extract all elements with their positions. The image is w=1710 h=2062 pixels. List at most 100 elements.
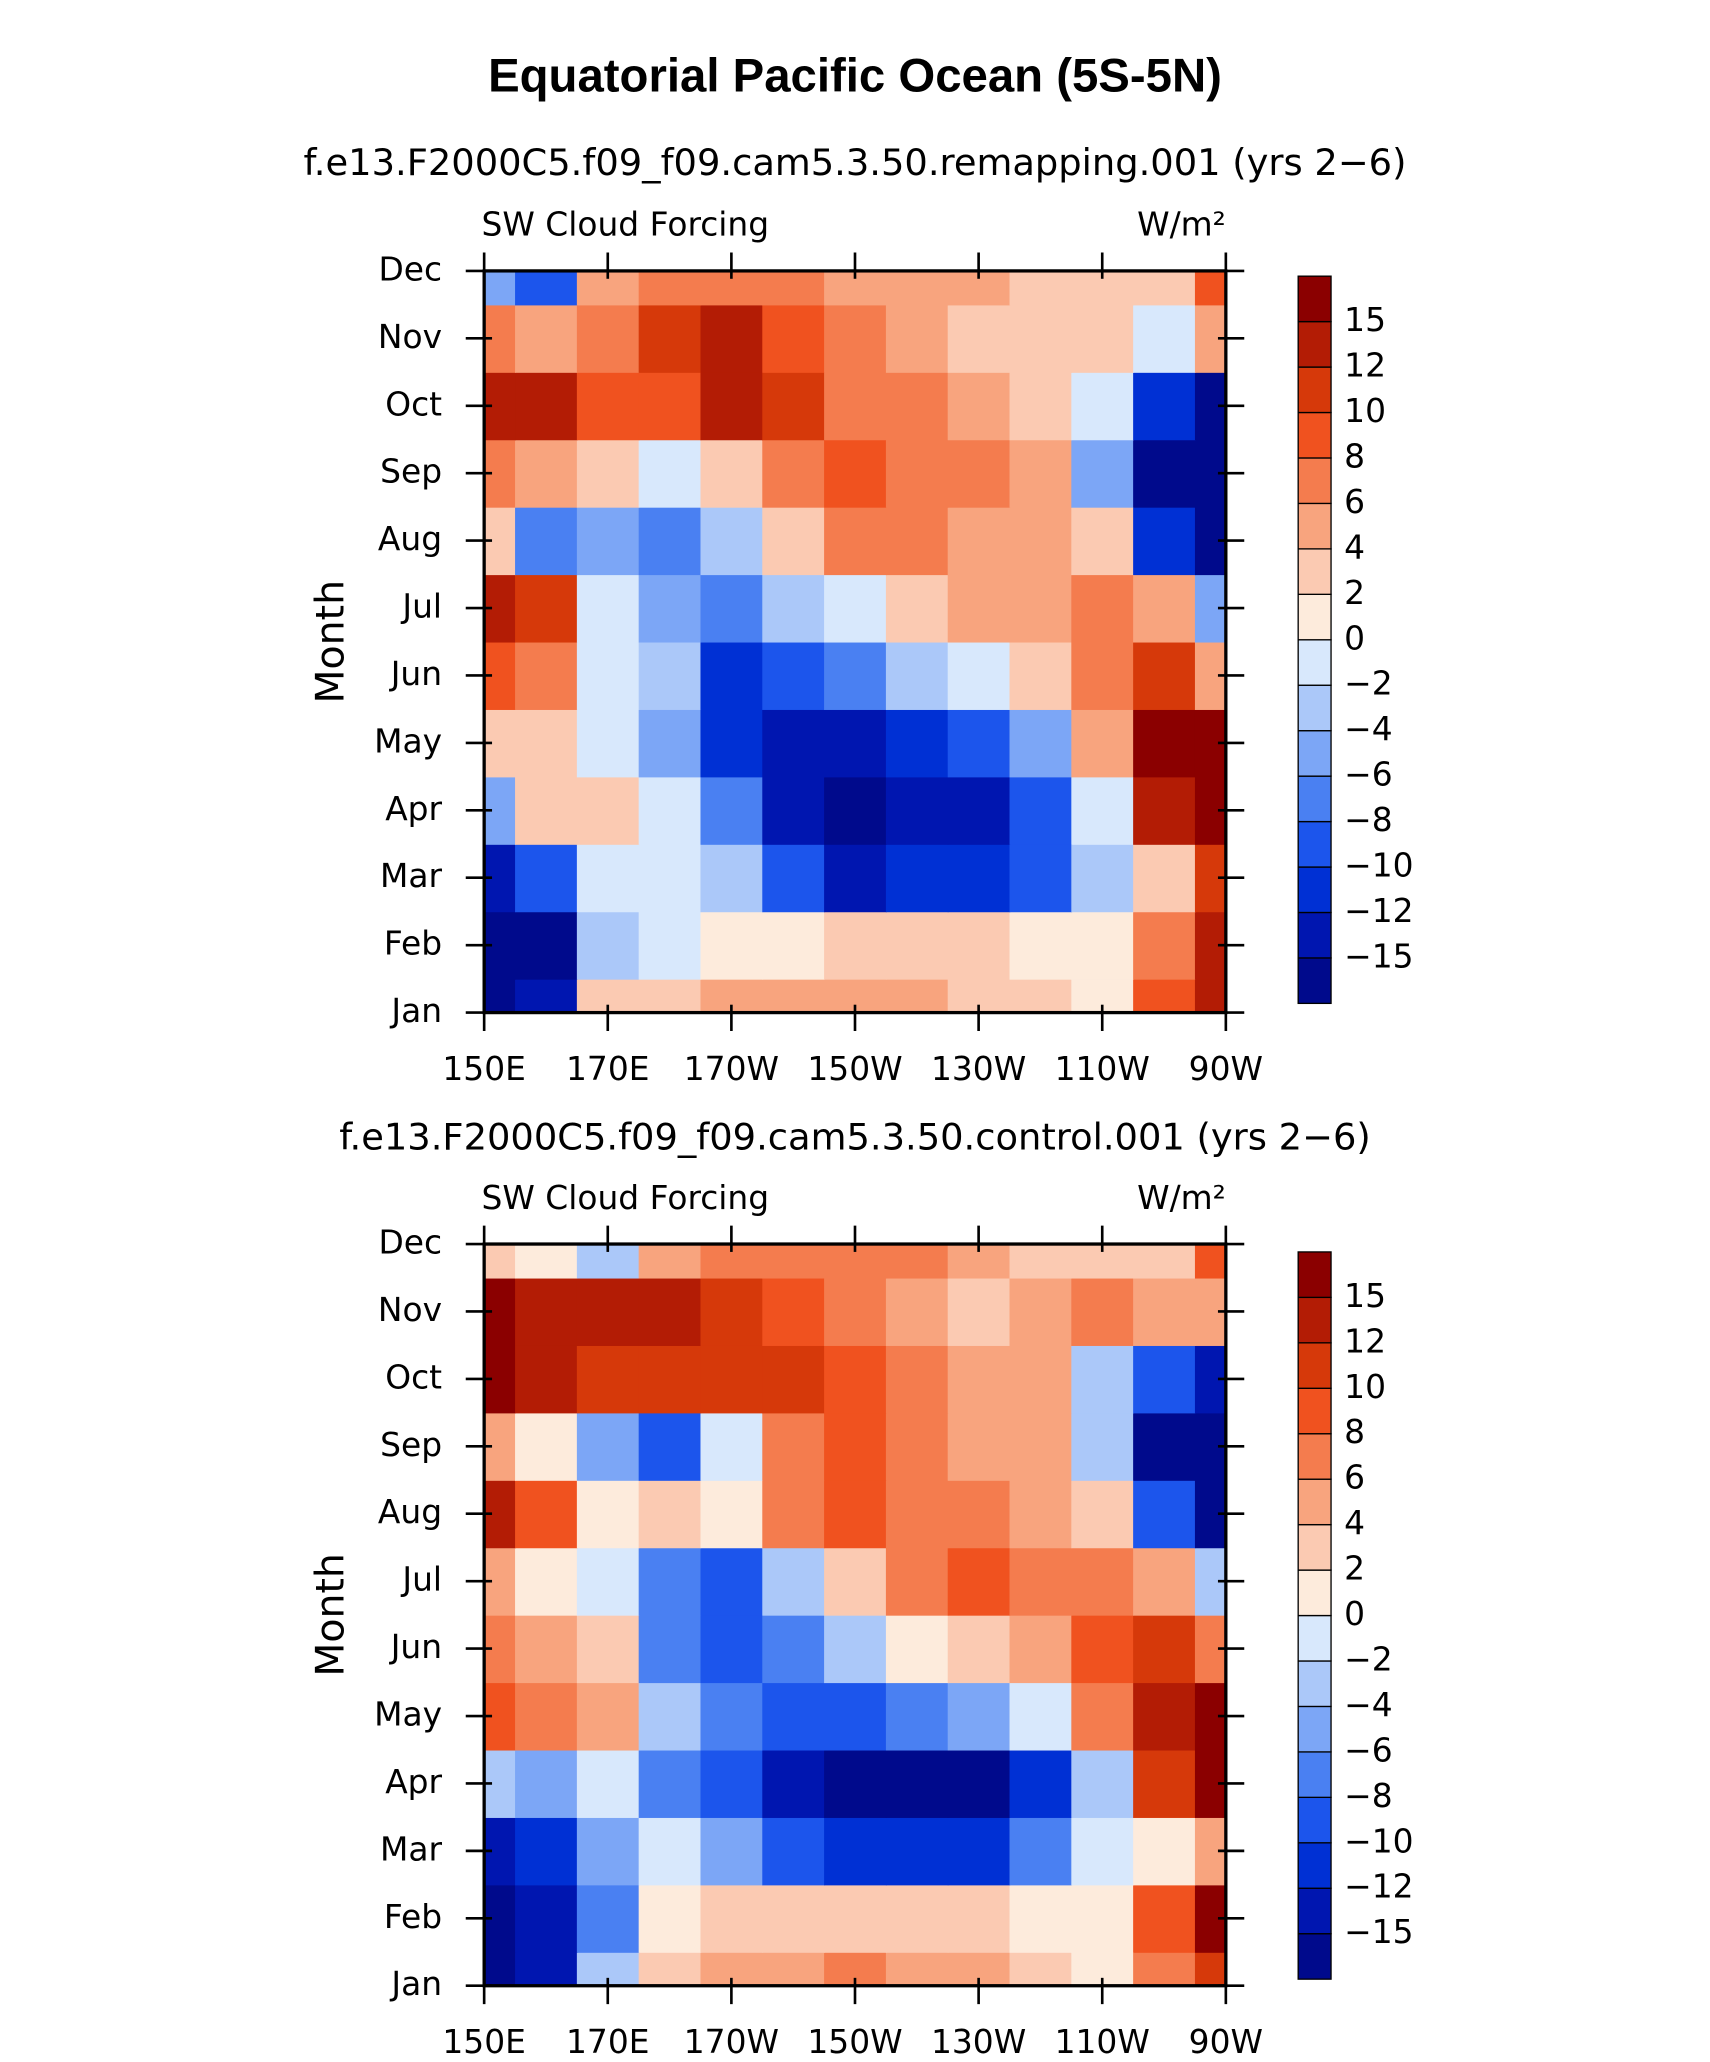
- y-tick-label: Oct: [385, 384, 442, 423]
- cell: [1194, 270, 1227, 306]
- cell: [515, 1480, 578, 1549]
- y-tick-label: Apr: [385, 1762, 442, 1801]
- cell: [700, 844, 764, 913]
- cell: [638, 1277, 702, 1346]
- cell: [947, 844, 1011, 913]
- cell: [576, 844, 640, 913]
- cell: [1071, 506, 1134, 576]
- cell: [576, 641, 640, 710]
- cell: [1133, 439, 1196, 508]
- cell: [576, 1817, 640, 1886]
- cell: [1009, 1884, 1073, 1953]
- colorbar-box: [1297, 1478, 1332, 1526]
- colorbar-label: −8: [1344, 1776, 1392, 1815]
- cell: [947, 641, 1011, 710]
- colorbar-box: [1297, 502, 1332, 550]
- cell: [576, 506, 640, 576]
- cell: [515, 978, 578, 1014]
- colorbar-label: 6: [1344, 1458, 1365, 1497]
- cell: [638, 844, 702, 913]
- colorbar-label: −15: [1344, 1912, 1413, 1951]
- cell: [1009, 978, 1073, 1014]
- cell: [700, 1614, 764, 1684]
- y-tick-label: Mar: [380, 856, 442, 895]
- cell: [700, 1817, 764, 1886]
- colorbar-label: 12: [1344, 346, 1386, 385]
- cell: [1133, 1749, 1196, 1818]
- colorbar-box: [1297, 1887, 1332, 1935]
- units-label: W/m²: [1137, 205, 1226, 244]
- cell: [515, 1345, 578, 1414]
- colorbar-label: 2: [1344, 1549, 1365, 1588]
- cell: [1071, 1614, 1134, 1684]
- cell: [1071, 1412, 1134, 1481]
- cell: [484, 270, 516, 306]
- cell: [824, 1614, 887, 1684]
- cell: [947, 1614, 1011, 1684]
- cell: [1071, 1817, 1134, 1886]
- cell: [762, 574, 825, 643]
- cell: [700, 372, 764, 441]
- cell: [1009, 709, 1073, 778]
- cell: [576, 1480, 640, 1549]
- cell: [762, 911, 825, 980]
- cell: [947, 1884, 1011, 1953]
- cell: [885, 439, 949, 508]
- cell: [700, 1345, 764, 1414]
- cell: [824, 1884, 887, 1953]
- cell: [638, 439, 702, 508]
- cell: [638, 1345, 702, 1414]
- colorbar-label: 2: [1344, 573, 1365, 612]
- cell: [576, 1345, 640, 1414]
- cell: [762, 709, 825, 778]
- cell: [824, 1277, 887, 1346]
- cell: [824, 372, 887, 441]
- colorbar-box: [1297, 275, 1332, 323]
- cell: [885, 1547, 949, 1616]
- cell: [1133, 844, 1196, 913]
- x-tick-label: 110W: [1055, 1049, 1150, 1088]
- y-tick-label: Jul: [400, 1560, 442, 1599]
- colorbar-label: 8: [1344, 436, 1365, 475]
- x-tick-label: 150E: [442, 1049, 525, 1088]
- cell: [1133, 1614, 1196, 1684]
- cell: [1009, 641, 1073, 710]
- cell: [885, 1412, 949, 1481]
- y-tick-label: Sep: [380, 452, 442, 491]
- cell: [824, 1817, 887, 1886]
- cell: [1009, 372, 1073, 441]
- colorbar-box: [1297, 820, 1332, 868]
- colorbar-box: [1297, 1796, 1332, 1844]
- cell: [824, 574, 887, 643]
- cell: [885, 1884, 949, 1953]
- cell: [885, 1952, 949, 1987]
- cell: [638, 270, 702, 306]
- x-tick-label: 90W: [1189, 2022, 1263, 2061]
- cell: [1071, 1547, 1134, 1616]
- left-label: SW Cloud Forcing: [482, 1178, 770, 1217]
- cell: [1009, 1277, 1073, 1346]
- cell: [947, 1277, 1011, 1346]
- cell: [824, 439, 887, 508]
- cell: [947, 1345, 1011, 1414]
- cell: [885, 372, 949, 441]
- cell: [762, 641, 825, 710]
- colorbar-label: 10: [1344, 1367, 1386, 1406]
- cell: [1133, 709, 1196, 778]
- colorbar-label: 0: [1344, 1594, 1365, 1633]
- cell: [700, 574, 764, 643]
- cell: [1009, 1547, 1073, 1616]
- cell: [1071, 911, 1134, 980]
- cell: [885, 270, 949, 306]
- y-tick-label: Feb: [384, 924, 442, 963]
- cell: [824, 304, 887, 373]
- cell: [515, 270, 578, 306]
- cell: [1133, 372, 1196, 441]
- cell: [515, 709, 578, 778]
- cell: [638, 1884, 702, 1953]
- cell: [638, 641, 702, 710]
- cell: [515, 506, 578, 576]
- cell: [885, 1614, 949, 1684]
- y-tick-label: Oct: [385, 1357, 442, 1396]
- cell: [1009, 1614, 1073, 1684]
